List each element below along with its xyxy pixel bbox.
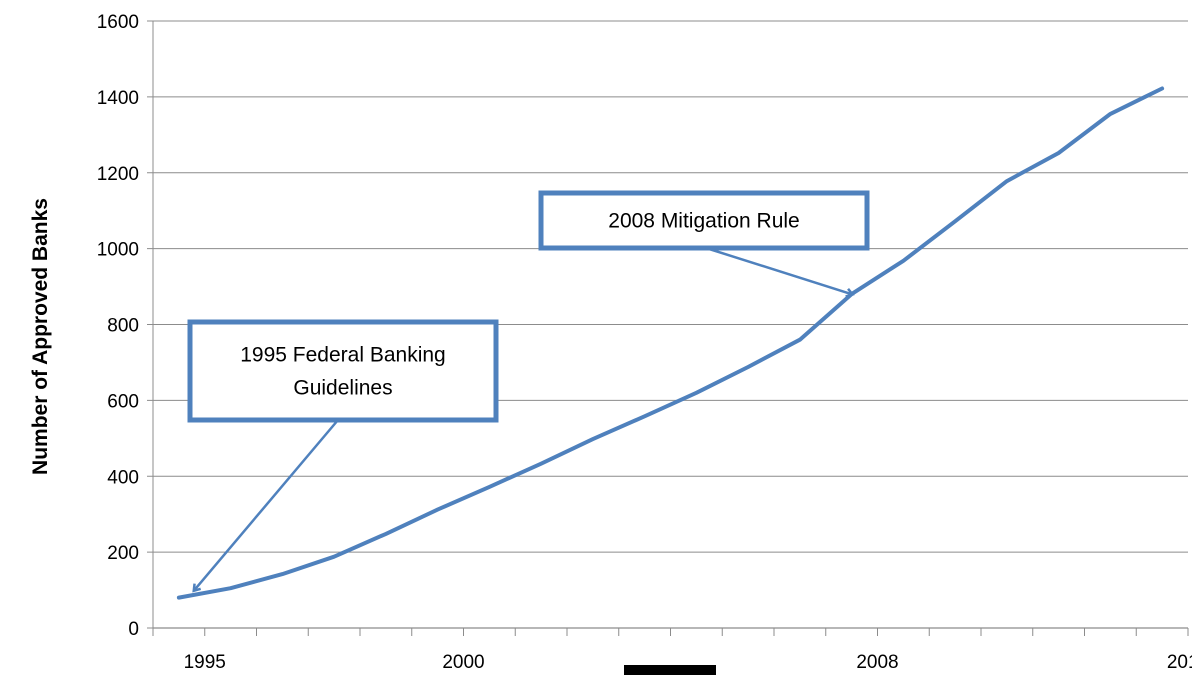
y-tick-label: 400 xyxy=(107,467,139,488)
annotation-box xyxy=(538,190,870,251)
series-line xyxy=(176,86,1165,600)
y-tick-label: 1000 xyxy=(97,240,139,261)
y-tick-label: 200 xyxy=(107,543,139,564)
annotation-text: 1995 Federal Banking xyxy=(240,344,445,367)
annotation-box xyxy=(187,319,499,423)
annotation-arrow xyxy=(705,246,852,294)
x-tick-label: 1995 xyxy=(184,652,226,673)
annotation-text: 2008 Mitigation Rule xyxy=(608,210,799,233)
annotation-text: Guidelines xyxy=(293,377,392,400)
series xyxy=(176,86,1165,600)
y-tick-label: 1600 xyxy=(97,12,139,33)
x-tick-label: 2000 xyxy=(442,652,484,673)
y-tick-label: 0 xyxy=(128,619,139,640)
annotation-callout: 2008 Mitigation Rule xyxy=(538,190,870,294)
y-tick-label: 800 xyxy=(107,316,139,337)
annotations: 1995 Federal Banking Guidelines 2008 Mitig… xyxy=(187,190,870,590)
y-tick-label: 1200 xyxy=(97,164,139,185)
y-tick-label: 1400 xyxy=(97,88,139,109)
x-tick-label: 2014 xyxy=(1167,652,1192,673)
annotation-callout: 1995 Federal Banking Guidelines xyxy=(187,319,499,590)
scrollbar-thumb[interactable] xyxy=(624,665,716,675)
axes: 0 200 400 600 800 1000 1200 1400 1600 1995 2000 200… xyxy=(29,12,1192,673)
y-tick-label: 600 xyxy=(107,391,139,412)
x-tick-label: 2008 xyxy=(856,652,898,673)
gridlines xyxy=(153,20,1188,553)
annotation-arrow xyxy=(194,419,339,590)
y-axis-title: Number of Approved Banks xyxy=(29,198,52,475)
